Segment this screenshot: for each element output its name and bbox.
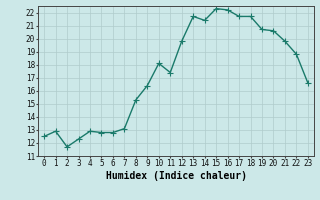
X-axis label: Humidex (Indice chaleur): Humidex (Indice chaleur) xyxy=(106,171,246,181)
